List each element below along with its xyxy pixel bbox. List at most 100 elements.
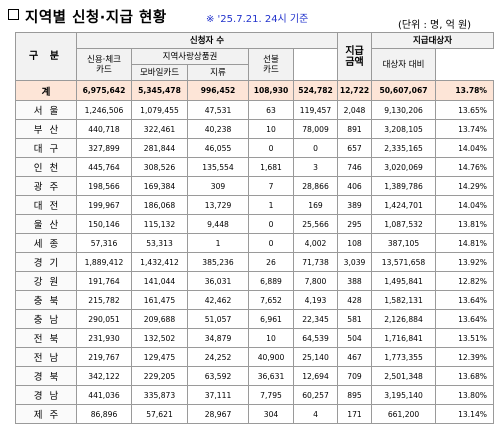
- region-cell: 전북: [15, 328, 77, 348]
- unit-label: (단위 : 명, 억 원): [398, 20, 472, 31]
- cell-target-ratio: 14.04%: [435, 138, 495, 158]
- cell-target: 1,495,841: [371, 271, 437, 291]
- cell-prepaid: 4,002: [292, 233, 339, 253]
- cell-target: 1,716,841: [371, 328, 437, 348]
- title-row: 지역별 신청·지급 현황 ※ '25.7.21. 24시 기준: [8, 6, 492, 26]
- cell-amount: 295: [337, 214, 373, 234]
- cell-mobile: 40,238: [187, 119, 249, 139]
- region-cell: 대전: [15, 195, 77, 215]
- region-cell: 광주: [15, 176, 77, 196]
- table-row: 전남 219,767 129,475 24,252 40,900 25,140 467 1,7…: [15, 347, 495, 367]
- cell-prepaid: 25,566: [292, 214, 339, 234]
- table-row: 대구 327,899 281,844 46,055 0 0 657 2,335,165 14.0…: [15, 138, 495, 158]
- cell-amount: 428: [337, 290, 373, 310]
- cell-mobile: 309: [187, 176, 249, 196]
- cell-prepaid: 12,694: [292, 366, 339, 386]
- cell-amount: 746: [337, 157, 373, 177]
- cell-target: 9,130,206: [371, 100, 437, 120]
- cell-amount: 709: [337, 366, 373, 386]
- cell-prepaid: 3: [292, 157, 339, 177]
- cell-target-ratio: 13.92%: [435, 252, 495, 272]
- cell-target: 2,501,348: [371, 366, 437, 386]
- region-cell: 충남: [15, 309, 77, 329]
- cell-target-ratio: 12.39%: [435, 347, 495, 367]
- cell-mobile: 1: [187, 233, 249, 253]
- cell-prepaid: 78,009: [292, 119, 339, 139]
- cell-applicants: 6,975,642: [76, 80, 132, 101]
- cell-target: 50,607,067: [371, 80, 437, 101]
- cell-prepaid: 119,457: [292, 100, 339, 120]
- cell-mobile: 51,057: [187, 309, 249, 329]
- cell-target-ratio: 14.29%: [435, 176, 495, 196]
- cell-amount: 171: [337, 404, 373, 424]
- region-cell: 인천: [15, 157, 77, 177]
- header-card: 신용·체크 카드: [76, 48, 132, 81]
- region-cell: 경기: [15, 252, 77, 272]
- region-cell: 강원: [15, 271, 77, 291]
- cell-mobile: 385,236: [187, 252, 249, 272]
- region-cell: 경남: [15, 385, 77, 405]
- cell-target: 1,582,131: [371, 290, 437, 310]
- cell-target-ratio: 13.14%: [435, 404, 495, 424]
- table-row: 경남 441,036 335,873 37,111 7,795 60,257 895 3,19…: [15, 385, 495, 405]
- cell-paper: 63: [248, 100, 294, 120]
- cell-mobile: 28,967: [187, 404, 249, 424]
- cell-target: 2,335,165: [371, 138, 437, 158]
- reference-date-note: ※ '25.7.21. 24시 기준: [206, 14, 309, 25]
- cell-prepaid: 4,193: [292, 290, 339, 310]
- header-target-ratio: 대상자 대비: [371, 48, 437, 81]
- cell-target-ratio: 13.51%: [435, 328, 495, 348]
- cell-amount: 108: [337, 233, 373, 253]
- cell-card: 186,068: [131, 195, 188, 215]
- checkbox-square-icon: [8, 9, 19, 20]
- cell-prepaid: 71,738: [292, 252, 339, 272]
- cell-target: 1,773,355: [371, 347, 437, 367]
- cell-applicants: 199,967: [76, 195, 132, 215]
- table-row-total: 계 6,975,642 5,345,478 996,452 108,930 52…: [15, 80, 495, 101]
- cell-card: 335,873: [131, 385, 188, 405]
- cell-card: 169,384: [131, 176, 188, 196]
- table-row: 대전 199,967 186,068 13,729 1 169 389 1,424,701 14…: [15, 195, 495, 215]
- cell-amount: 891: [337, 119, 373, 139]
- cell-prepaid: 524,782: [292, 80, 339, 101]
- table-row: 세종 57,316 53,313 1 0 4,002 108 387,105 14.81%: [15, 233, 495, 253]
- cell-paper: 36,631: [248, 366, 294, 386]
- cell-target: 387,105: [371, 233, 437, 253]
- region-cell: 부산: [15, 119, 77, 139]
- cell-target: 3,020,069: [371, 157, 437, 177]
- cell-paper: 0: [248, 138, 294, 158]
- cell-mobile: 24,252: [187, 347, 249, 367]
- cell-paper: 1: [248, 195, 294, 215]
- table-row: 제주 86,896 57,621 28,967 304 4 171 661,200 13.14%: [15, 404, 495, 424]
- header-amount-text: 지급 금액: [345, 45, 364, 68]
- cell-applicants: 198,566: [76, 176, 132, 196]
- cell-applicants: 57,316: [76, 233, 132, 253]
- region-cell: 경북: [15, 366, 77, 386]
- cell-mobile: 37,111: [187, 385, 249, 405]
- cell-mobile: 9,448: [187, 214, 249, 234]
- cell-applicants: 86,896: [76, 404, 132, 424]
- cell-amount: 389: [337, 195, 373, 215]
- cell-paper: 7,652: [248, 290, 294, 310]
- cell-amount: 388: [337, 271, 373, 291]
- cell-mobile: 47,531: [187, 100, 249, 120]
- table-row: 인천 445,764 308,526 135,554 1,681 3 746 3,020,06…: [15, 157, 495, 177]
- table-row: 충북 215,782 161,475 42,462 7,652 4,193 428 1,582…: [15, 290, 495, 310]
- cell-prepaid: 169: [292, 195, 339, 215]
- cell-mobile: 46,055: [187, 138, 249, 158]
- cell-card: 53,313: [131, 233, 188, 253]
- cell-card: 132,502: [131, 328, 188, 348]
- cell-mobile: 42,462: [187, 290, 249, 310]
- cell-prepaid: 25,140: [292, 347, 339, 367]
- cell-paper: 26: [248, 252, 294, 272]
- table-row: 경기 1,889,412 1,432,412 385,236 26 71,738 3,039…: [15, 252, 495, 272]
- cell-applicants: 191,764: [76, 271, 132, 291]
- cell-applicants: 342,122: [76, 366, 132, 386]
- cell-applicants: 219,767: [76, 347, 132, 367]
- cell-applicants: 440,718: [76, 119, 132, 139]
- cell-paper: 108,930: [248, 80, 294, 101]
- cell-paper: 0: [248, 214, 294, 234]
- header-amount: 지급 금액: [337, 32, 373, 81]
- cell-prepaid: 7,800: [292, 271, 339, 291]
- cell-target-ratio: 13.81%: [435, 214, 495, 234]
